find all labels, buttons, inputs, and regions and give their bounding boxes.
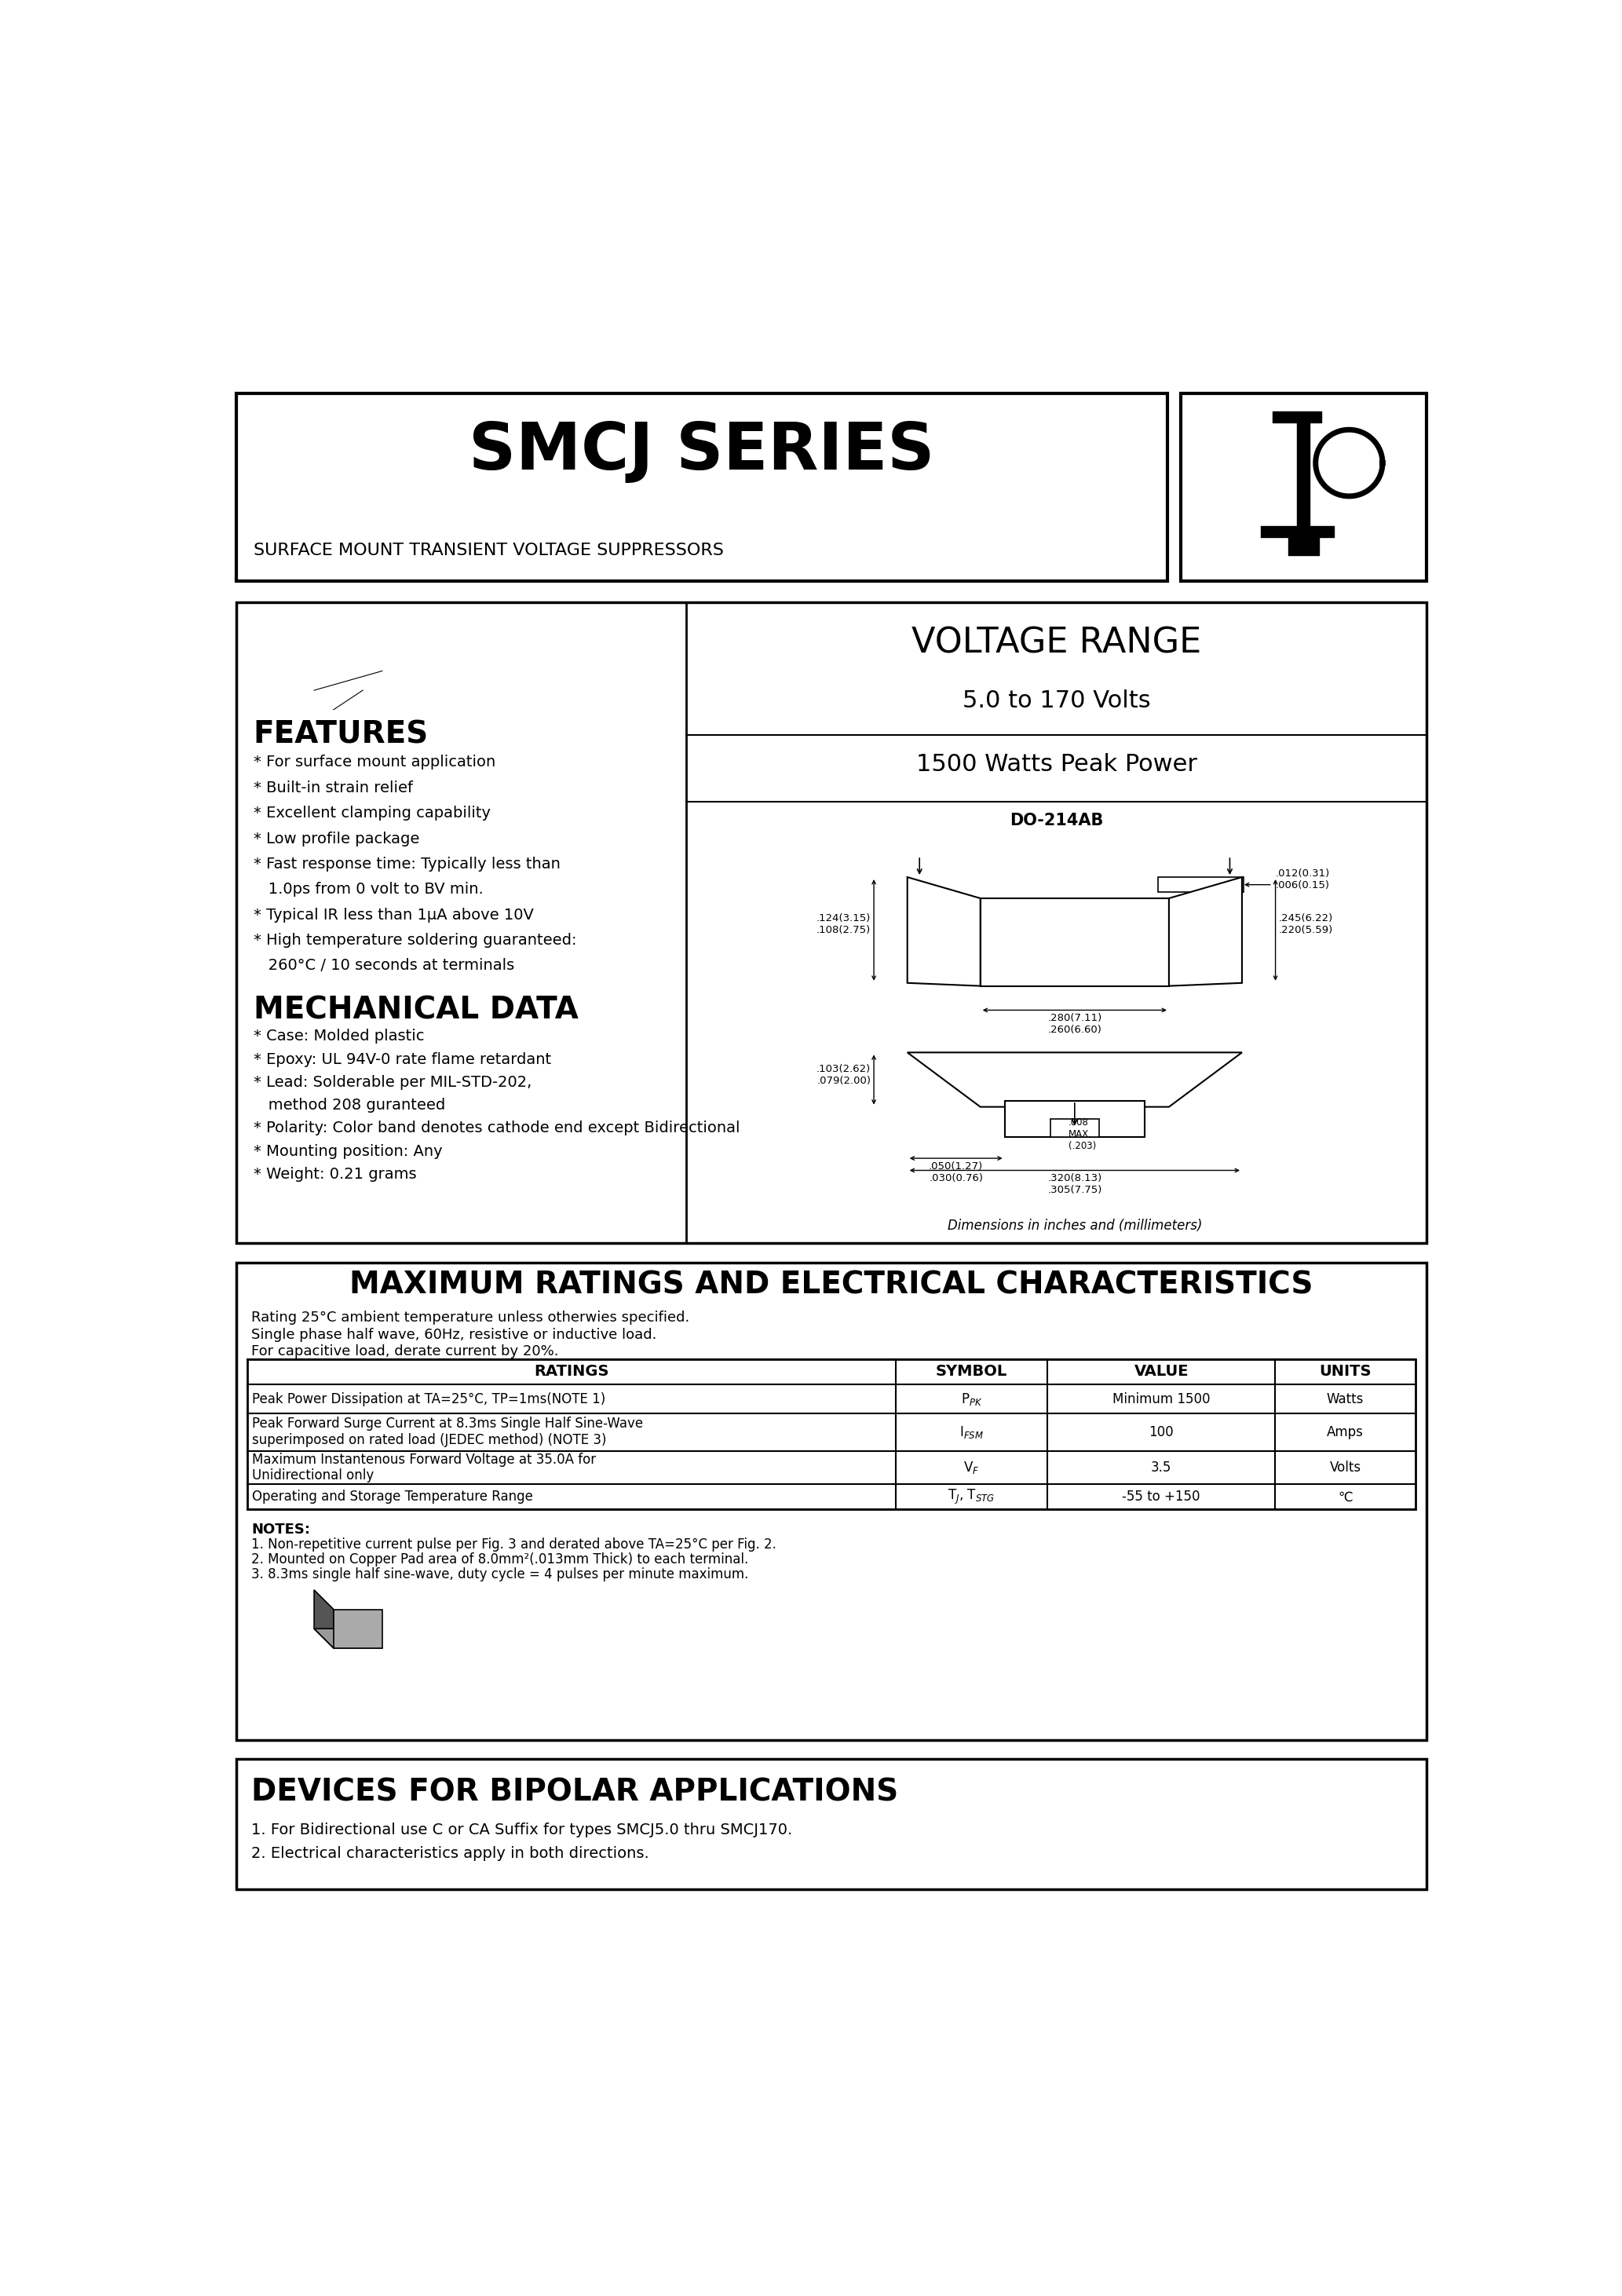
- Polygon shape: [1169, 877, 1242, 985]
- Text: .245(6.22)
.220(5.59): .245(6.22) .220(5.59): [1278, 914, 1333, 934]
- Text: V$_F$: V$_F$: [963, 1460, 980, 1476]
- Polygon shape: [315, 1628, 383, 1649]
- Text: For capacitive load, derate current by 20%.: For capacitive load, derate current by 2…: [251, 1345, 560, 1359]
- Text: RATINGS: RATINGS: [534, 1364, 608, 1380]
- Text: Peak Forward Surge Current at 8.3ms Single Half Sine-Wave
superimposed on rated : Peak Forward Surge Current at 8.3ms Sing…: [251, 1417, 642, 1446]
- Text: P$_{PK}$: P$_{PK}$: [960, 1391, 983, 1407]
- Text: 1. For Bidirectional use C or CA Suffix for types SMCJ5.0 thru SMCJ170.: 1. For Bidirectional use C or CA Suffix …: [251, 1823, 793, 1837]
- Text: DO-214AB: DO-214AB: [1009, 813, 1103, 829]
- Bar: [1004, 1100, 1145, 1137]
- Bar: [237, 1759, 1426, 1890]
- Text: .008
MAX.
(.203): .008 MAX. (.203): [1069, 1118, 1096, 1150]
- Text: -55 to +150: -55 to +150: [1122, 1490, 1200, 1504]
- Text: MAXIMUM RATINGS AND ELECTRICAL CHARACTERISTICS: MAXIMUM RATINGS AND ELECTRICAL CHARACTER…: [349, 1270, 1314, 1300]
- Text: * Low profile package: * Low profile package: [253, 831, 418, 847]
- Text: Dimensions in inches and (millimeters): Dimensions in inches and (millimeters): [947, 1219, 1202, 1233]
- Text: 5.0 to 170 Volts: 5.0 to 170 Volts: [962, 689, 1150, 712]
- Text: .050(1.27)
.030(0.76): .050(1.27) .030(0.76): [929, 1162, 983, 1182]
- Text: * Case: Molded plastic: * Case: Molded plastic: [253, 1029, 423, 1045]
- Text: SMCJ SERIES: SMCJ SERIES: [469, 420, 934, 482]
- Text: * Lead: Solderable per MIL-STD-202,: * Lead: Solderable per MIL-STD-202,: [253, 1075, 532, 1091]
- Polygon shape: [907, 1052, 1242, 1107]
- Bar: [247, 1359, 1416, 1508]
- Text: VALUE: VALUE: [1134, 1364, 1189, 1380]
- Text: method 208 guranteed: method 208 guranteed: [253, 1097, 444, 1114]
- Text: * Fast response time: Typically less than: * Fast response time: Typically less tha…: [253, 856, 560, 872]
- Text: Minimum 1500: Minimum 1500: [1113, 1391, 1210, 1405]
- Text: Maximum Instantenous Forward Voltage at 35.0A for
Unidirectional only: Maximum Instantenous Forward Voltage at …: [251, 1453, 595, 1483]
- Text: * For surface mount application: * For surface mount application: [253, 755, 495, 769]
- Text: VOLTAGE RANGE: VOLTAGE RANGE: [912, 627, 1202, 659]
- Text: Watts: Watts: [1327, 1391, 1364, 1405]
- Text: MECHANICAL DATA: MECHANICAL DATA: [253, 996, 577, 1026]
- Text: .280(7.11)
.260(6.60): .280(7.11) .260(6.60): [1048, 1013, 1101, 1035]
- Polygon shape: [334, 1609, 383, 1649]
- Text: 1.0ps from 0 volt to BV min.: 1.0ps from 0 volt to BV min.: [253, 882, 483, 898]
- Text: 100: 100: [1148, 1426, 1174, 1440]
- Text: * Polarity: Color band denotes cathode end except Bidirectional: * Polarity: Color band denotes cathode e…: [253, 1120, 740, 1137]
- Text: NOTES:: NOTES:: [251, 1522, 310, 1536]
- Text: 1500 Watts Peak Power: 1500 Watts Peak Power: [916, 753, 1197, 776]
- Text: * Epoxy: UL 94V-0 rate flame retardant: * Epoxy: UL 94V-0 rate flame retardant: [253, 1052, 551, 1068]
- Text: Volts: Volts: [1330, 1460, 1361, 1474]
- Text: 2. Mounted on Copper Pad area of 8.0mm²(.013mm Thick) to each terminal.: 2. Mounted on Copper Pad area of 8.0mm²(…: [251, 1552, 749, 1566]
- Bar: [1051, 1118, 1100, 1137]
- Text: I$_{FSM}$: I$_{FSM}$: [959, 1424, 983, 1440]
- Text: * Typical IR less than 1μA above 10V: * Typical IR less than 1μA above 10V: [253, 907, 534, 923]
- Text: * Excellent clamping capability: * Excellent clamping capability: [253, 806, 490, 820]
- Text: 3.5: 3.5: [1152, 1460, 1171, 1474]
- Bar: [237, 602, 1426, 1242]
- Bar: [237, 1263, 1426, 1740]
- Text: * High temperature soldering guaranteed:: * High temperature soldering guaranteed:: [253, 932, 576, 948]
- Text: 260°C / 10 seconds at terminals: 260°C / 10 seconds at terminals: [253, 957, 514, 974]
- Text: FEATURES: FEATURES: [253, 721, 428, 751]
- Text: .103(2.62)
.079(2.00): .103(2.62) .079(2.00): [816, 1063, 871, 1086]
- Text: * Weight: 0.21 grams: * Weight: 0.21 grams: [253, 1166, 417, 1182]
- Text: * Mounting position: Any: * Mounting position: Any: [253, 1143, 443, 1159]
- Polygon shape: [907, 877, 980, 985]
- Text: Peak Power Dissipation at TA=25°C, TP=1ms(NOTE 1): Peak Power Dissipation at TA=25°C, TP=1m…: [251, 1391, 605, 1405]
- Text: ℃: ℃: [1338, 1490, 1353, 1504]
- Text: .012(0.31)
.006(0.15): .012(0.31) .006(0.15): [1275, 868, 1330, 891]
- Text: 1. Non-repetitive current pulse per Fig. 3 and derated above TA=25°C per Fig. 2.: 1. Non-repetitive current pulse per Fig.…: [251, 1538, 777, 1552]
- Text: DEVICES FOR BIPOLAR APPLICATIONS: DEVICES FOR BIPOLAR APPLICATIONS: [251, 1777, 899, 1807]
- Text: Operating and Storage Temperature Range: Operating and Storage Temperature Range: [251, 1490, 534, 1504]
- Text: SYMBOL: SYMBOL: [936, 1364, 1007, 1380]
- Text: T$_J$, T$_{STG}$: T$_J$, T$_{STG}$: [947, 1488, 994, 1506]
- Text: UNITS: UNITS: [1319, 1364, 1371, 1380]
- Polygon shape: [315, 1589, 334, 1649]
- Bar: [1158, 877, 1244, 893]
- Bar: [980, 898, 1169, 985]
- Text: SURFACE MOUNT TRANSIENT VOLTAGE SUPPRESSORS: SURFACE MOUNT TRANSIENT VOLTAGE SUPPRESS…: [253, 542, 723, 558]
- Text: 3. 8.3ms single half sine-wave, duty cycle = 4 pulses per minute maximum.: 3. 8.3ms single half sine-wave, duty cyc…: [251, 1568, 749, 1582]
- Text: Amps: Amps: [1327, 1426, 1364, 1440]
- Text: * Built-in strain relief: * Built-in strain relief: [253, 781, 412, 794]
- Text: .124(3.15)
.108(2.75): .124(3.15) .108(2.75): [816, 914, 871, 934]
- Bar: [1181, 393, 1426, 581]
- Text: Rating 25°C ambient temperature unless otherwies specified.: Rating 25°C ambient temperature unless o…: [251, 1311, 689, 1325]
- Text: Single phase half wave, 60Hz, resistive or inductive load.: Single phase half wave, 60Hz, resistive …: [251, 1327, 657, 1341]
- Text: .320(8.13)
.305(7.75): .320(8.13) .305(7.75): [1048, 1173, 1101, 1196]
- Bar: [237, 393, 1168, 581]
- Text: 2. Electrical characteristics apply in both directions.: 2. Electrical characteristics apply in b…: [251, 1846, 649, 1860]
